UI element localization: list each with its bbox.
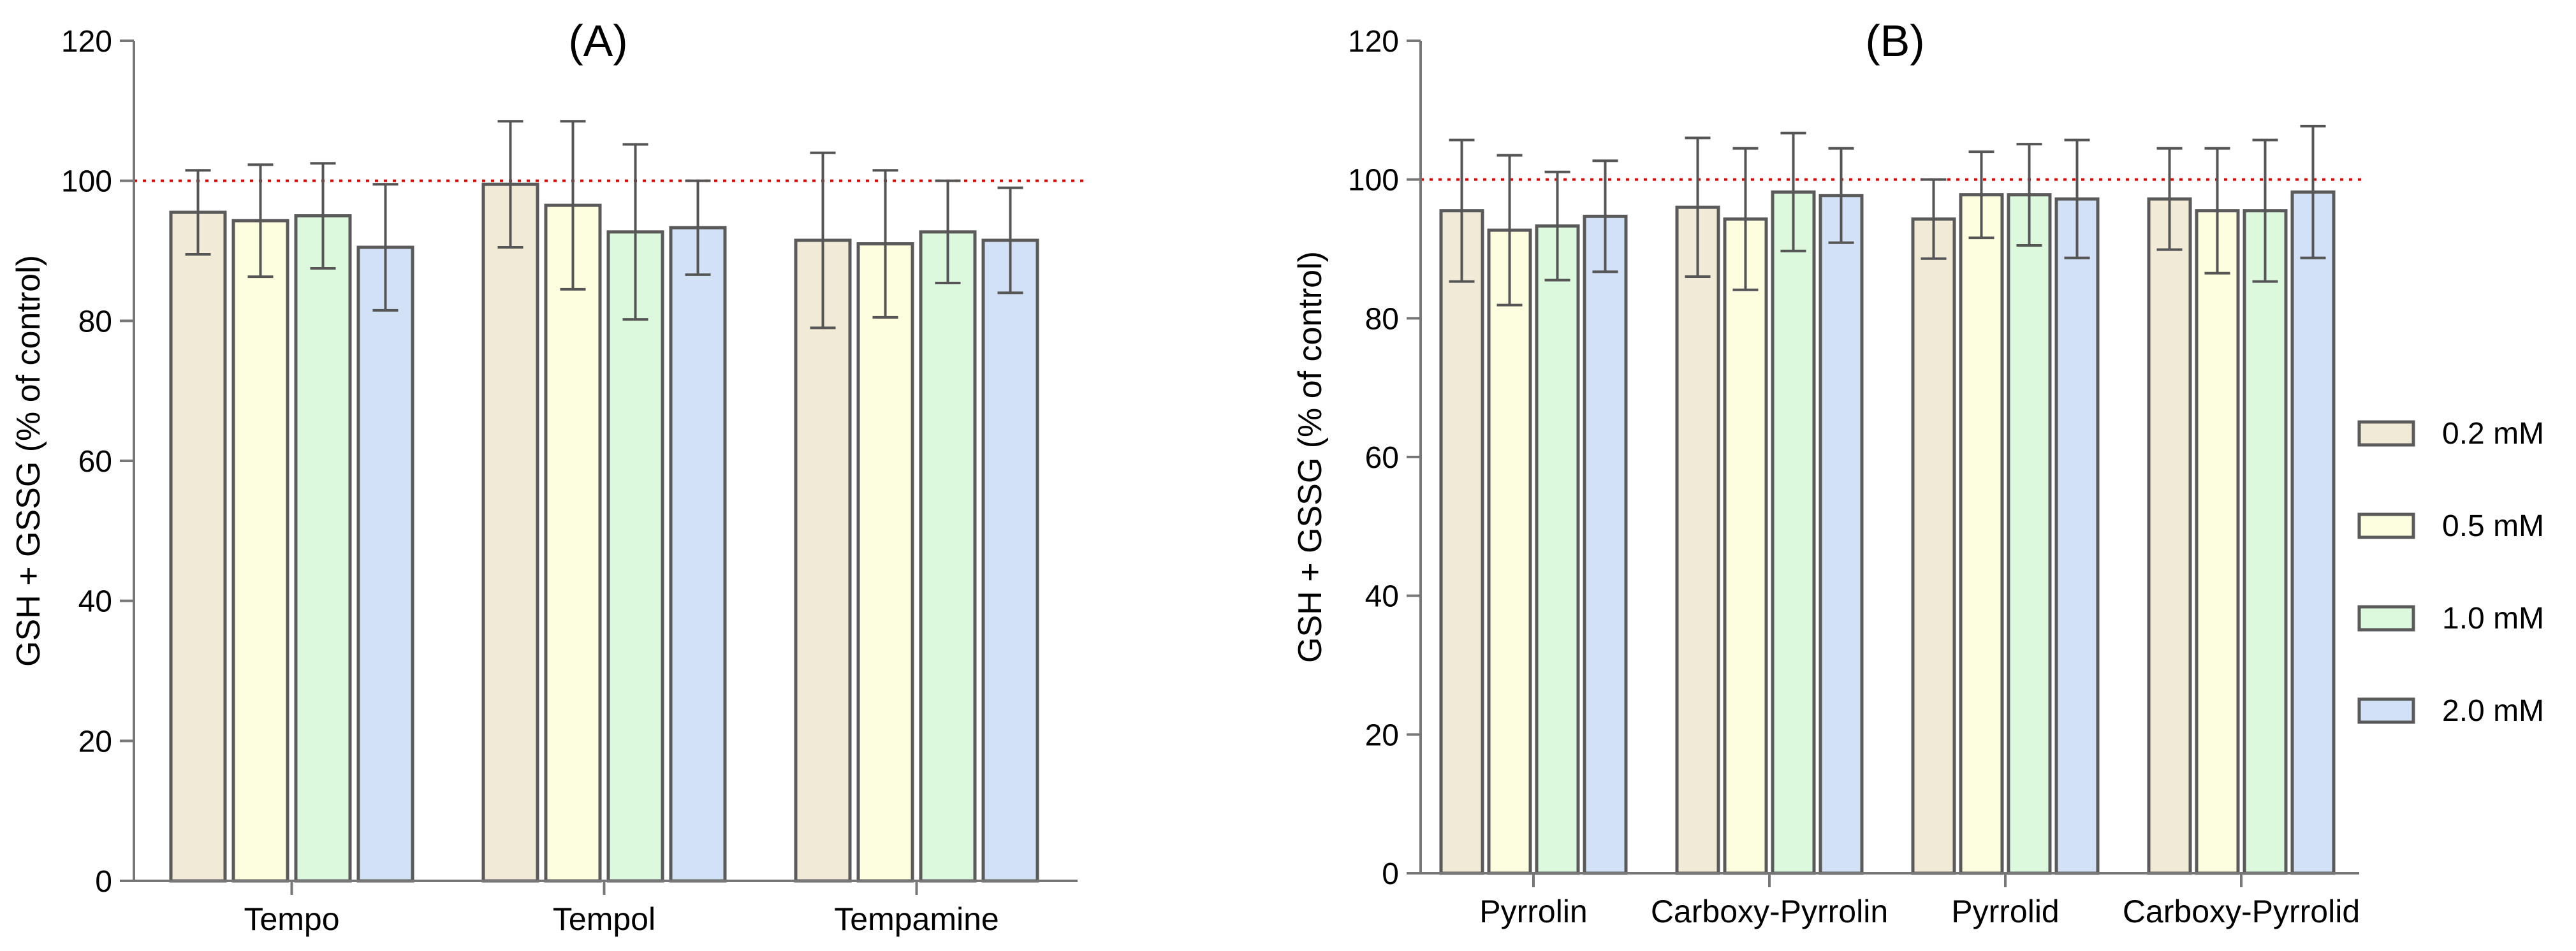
y-tick-label: 60	[78, 445, 112, 479]
y-tick-label: 0	[95, 865, 112, 899]
bar	[1535, 224, 1580, 875]
x-tick-label: Pyrrolin	[1479, 894, 1587, 929]
y-tick-label: 100	[1348, 164, 1399, 198]
x-tick-label: Carboxy-Pyrrolid	[2123, 894, 2360, 929]
panel-b: (B) GSH + GSSG (% of control) 0 20 40 60 80 100…	[1292, 16, 2366, 929]
bar	[919, 230, 977, 883]
bar	[669, 226, 727, 883]
bar	[1911, 217, 1956, 875]
bar	[169, 210, 227, 883]
bar	[481, 182, 539, 883]
legend-label: 1.0 mM	[2442, 602, 2544, 635]
y-axis-title: GSH + GSSG (% of control)	[1292, 251, 1329, 663]
x-tick-label: Carboxy-Pyrrolin	[1651, 894, 1888, 929]
bar	[294, 214, 352, 883]
y-tick-label: 40	[78, 585, 112, 619]
bar	[981, 238, 1039, 883]
bar	[1675, 205, 1720, 875]
bar	[2290, 190, 2336, 875]
x-tick-label: Pyrrolid	[1951, 894, 2059, 929]
bar	[2054, 197, 2100, 875]
y-tick-label: 0	[1382, 857, 1399, 891]
bar	[231, 219, 289, 883]
legend-swatch	[2357, 697, 2415, 724]
bar	[606, 230, 664, 883]
bar	[1439, 209, 1484, 875]
legend-label: 2.0 mM	[2442, 694, 2544, 728]
panel-title: (A)	[568, 16, 627, 66]
bar	[544, 203, 602, 883]
x-tick-label: Tempo	[244, 901, 339, 937]
x-tick-label: Tempamine	[834, 901, 999, 937]
y-axis-title: GSH + GSSG (% of control)	[10, 255, 47, 667]
bar	[856, 242, 914, 883]
bar	[1487, 228, 1532, 875]
y-tick-label: 20	[78, 725, 112, 759]
y-tick-label: 40	[1365, 580, 1399, 614]
x-tick-label: Tempol	[553, 901, 655, 937]
bar	[2243, 209, 2288, 875]
y-tick-label: 80	[1365, 302, 1399, 336]
bar	[1771, 190, 1816, 875]
y-tick-label: 60	[1365, 441, 1399, 475]
y-tick-label: 20	[1365, 718, 1399, 752]
panel-a: (A) GSH + GSSG (% of control) 0 20 40 60 80 100…	[10, 16, 1084, 937]
bar	[1583, 214, 1628, 875]
y-tick-label: 120	[61, 25, 112, 59]
legend-label: 0.5 mM	[2442, 509, 2544, 543]
bar	[2195, 209, 2240, 875]
bar	[2007, 193, 2052, 875]
bar	[2147, 197, 2192, 875]
legend-swatch	[2357, 605, 2415, 632]
legend-swatch	[2357, 420, 2415, 447]
legend-label: 0.2 mM	[2442, 417, 2544, 451]
y-tick-label: 100	[61, 165, 112, 199]
bar	[1819, 194, 1864, 875]
panel-title: (B)	[1865, 16, 1924, 66]
y-tick-label: 80	[78, 305, 112, 338]
y-tick-label: 120	[1348, 25, 1399, 59]
bar	[356, 245, 414, 883]
legend: 0.2 mM 0.5 mM 1.0 mM 2.0 mM	[2357, 417, 2544, 728]
bar	[794, 238, 852, 883]
bar	[1723, 217, 1768, 875]
bar	[1959, 193, 2004, 875]
legend-swatch	[2357, 512, 2415, 539]
